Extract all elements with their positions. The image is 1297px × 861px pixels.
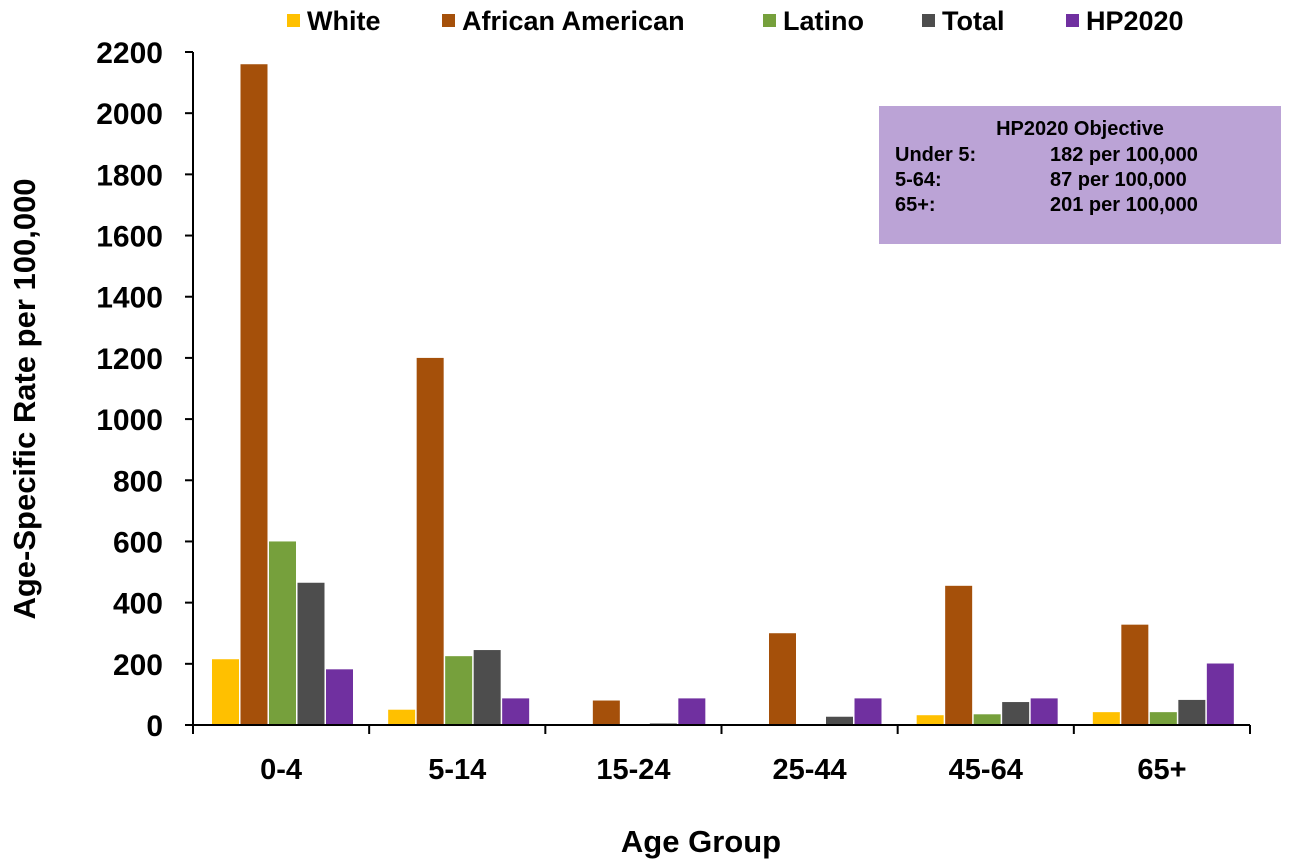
bar-total — [1178, 699, 1206, 725]
annotation-label: 5-64: — [895, 169, 942, 191]
legend-label: Total — [942, 6, 1005, 36]
legend-swatch — [763, 14, 776, 27]
bar-hp2020 — [1030, 698, 1058, 725]
legend-swatch — [287, 14, 300, 27]
annotation-title: HP2020 Objective — [996, 118, 1164, 140]
x-tick-label: 65+ — [1137, 754, 1186, 786]
y-axis-ticks: 0 200 400 600 800 1000 1200 1400 1600 1800 2000 220… — [96, 37, 193, 743]
bar-white — [388, 709, 416, 725]
bar-hp2020 — [854, 698, 882, 725]
bar-african-american — [416, 357, 444, 725]
x-tick-label: 45-64 — [949, 754, 1023, 786]
x-axis-title: Age Group — [621, 824, 781, 859]
x-tick-label: 25-44 — [772, 754, 846, 786]
legend-swatch — [922, 14, 935, 27]
hp2020-objective-box: HP2020 Objective Under 5: 182 per 100,00… — [879, 106, 1281, 244]
bar-african-american — [592, 700, 620, 725]
annotation-value: 201 per 100,000 — [1050, 194, 1198, 216]
legend: White African American Latino Total HP2020 — [287, 6, 1184, 36]
y-tick-label: 600 — [113, 526, 163, 559]
y-tick-label: 1000 — [96, 404, 163, 437]
bar-latino — [269, 541, 296, 725]
annotation-row: 5-64: 87 per 100,000 — [895, 168, 1265, 193]
y-tick-label: 2000 — [96, 98, 163, 131]
bar-total — [826, 716, 853, 725]
y-tick-label: 200 — [113, 649, 163, 682]
bar-white — [212, 659, 239, 725]
y-tick-label: 1600 — [96, 221, 163, 254]
x-tick-label: 15-24 — [596, 754, 670, 786]
bar-african-american — [769, 633, 796, 725]
bar-hp2020 — [678, 698, 706, 725]
bar-white — [1092, 712, 1120, 725]
y-tick-label: 800 — [113, 465, 163, 498]
y-tick-label: 2200 — [96, 37, 163, 70]
bar-total — [473, 650, 501, 725]
y-axis-title: Age-Specific Rate per 100,000 — [7, 178, 42, 619]
bar-latino — [1149, 712, 1177, 725]
annotation-row: 65+: 201 per 100,000 — [895, 193, 1265, 218]
annotation-label: 65+: — [895, 194, 936, 216]
bars — [212, 64, 1234, 725]
legend-label: Latino — [783, 6, 864, 36]
legend-label: White — [307, 6, 381, 36]
bar-total — [1002, 702, 1030, 725]
annotation-row: Under 5: 182 per 100,000 — [895, 143, 1265, 168]
x-tick-label: 5-14 — [428, 754, 486, 786]
bar-latino — [973, 714, 1001, 725]
annotation-value: 87 per 100,000 — [1050, 169, 1187, 191]
x-axis-ticks: 0-4 5-14 15-24 25-44 45-64 65+ — [192, 725, 1251, 786]
bar-latino — [445, 656, 473, 725]
bar-hp2020 — [502, 698, 530, 725]
bar-african-american — [1121, 624, 1149, 725]
legend-swatch — [1066, 14, 1079, 27]
bar-hp2020 — [326, 669, 353, 725]
bar-hp2020 — [1206, 663, 1234, 725]
x-tick-label: 0-4 — [260, 754, 302, 786]
legend-label: African American — [462, 6, 685, 36]
bar-total — [297, 582, 325, 725]
y-tick-label: 0 — [146, 710, 163, 743]
annotation-label: Under 5: — [895, 144, 977, 166]
y-tick-label: 1400 — [96, 282, 163, 315]
legend-label: HP2020 — [1086, 6, 1184, 36]
annotation-value: 182 per 100,000 — [1050, 144, 1198, 166]
y-tick-label: 1200 — [96, 343, 163, 376]
y-tick-label: 400 — [113, 588, 163, 621]
bar-african-american — [945, 585, 973, 725]
bar-african-american — [240, 64, 268, 725]
y-tick-label: 1800 — [96, 159, 163, 192]
bar-white — [916, 715, 944, 725]
legend-swatch — [442, 14, 455, 27]
